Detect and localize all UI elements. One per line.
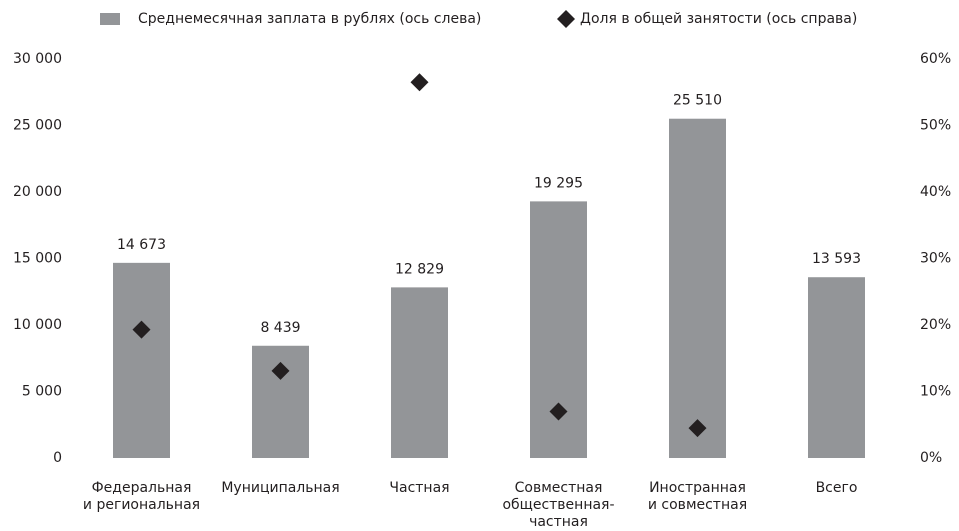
y-tick-label: 0 bbox=[53, 450, 62, 466]
legend-label: Доля в общей занятости (ось справа) bbox=[580, 11, 857, 27]
y2-tick-label: 0% bbox=[920, 450, 942, 466]
legend-swatch bbox=[100, 13, 120, 25]
y2-tick-label: 60% bbox=[920, 51, 951, 67]
y2-tick-label: 10% bbox=[920, 384, 951, 400]
x-tick-label: Всего bbox=[816, 480, 858, 496]
x-tick-label: и региональная bbox=[83, 497, 200, 513]
bar bbox=[808, 277, 865, 458]
x-tick-label: Частная bbox=[389, 480, 449, 496]
value-label: 19 295 bbox=[534, 175, 583, 191]
legend-label: Среднемесячная заплата в рублях (ось сле… bbox=[138, 11, 481, 27]
x-tick-label: Муниципальная bbox=[221, 480, 339, 496]
diamond-marker bbox=[410, 73, 429, 92]
y-tick-label: 5 000 bbox=[22, 384, 62, 400]
y-tick-label: 10 000 bbox=[13, 317, 62, 333]
bar bbox=[113, 262, 170, 458]
y-tick-label: 20 000 bbox=[13, 184, 62, 200]
y-tick-label: 15 000 bbox=[13, 251, 62, 267]
x-tick-label: общественная- bbox=[502, 497, 614, 513]
x-tick-label: частная bbox=[529, 514, 588, 530]
y-tick-label: 25 000 bbox=[13, 118, 62, 134]
y2-tick-label: 40% bbox=[920, 184, 951, 200]
value-label: 12 829 bbox=[395, 261, 444, 277]
value-label: 13 593 bbox=[812, 251, 861, 267]
value-label: 25 510 bbox=[673, 93, 722, 109]
x-tick-label: и совместная bbox=[648, 497, 747, 513]
y-tick-label: 30 000 bbox=[13, 51, 62, 67]
diamond-marker bbox=[549, 402, 568, 421]
bar bbox=[391, 287, 448, 458]
diamond-marker bbox=[688, 419, 707, 438]
diamond-marker bbox=[271, 361, 290, 380]
y2-tick-label: 20% bbox=[920, 317, 951, 333]
y2-tick-label: 50% bbox=[920, 118, 951, 134]
diamond-marker bbox=[132, 320, 151, 339]
value-label: 14 673 bbox=[117, 237, 166, 253]
x-tick-label: Федеральная bbox=[92, 480, 192, 496]
x-tick-label: Совместная bbox=[515, 480, 603, 496]
x-tick-label: Иностранная bbox=[649, 480, 746, 496]
bar bbox=[669, 118, 726, 458]
legend-swatch bbox=[557, 10, 575, 28]
y2-tick-label: 30% bbox=[920, 251, 951, 267]
value-label: 8 439 bbox=[260, 320, 300, 336]
